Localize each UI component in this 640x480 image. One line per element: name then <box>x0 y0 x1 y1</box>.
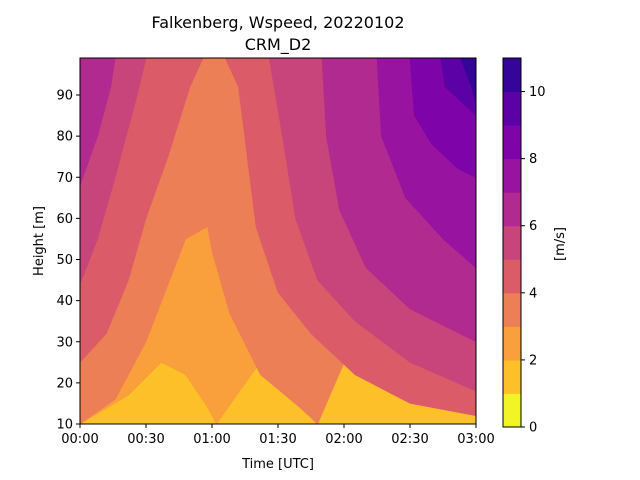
y-tick-label: 80 <box>56 130 73 145</box>
x-tick-label: 02:30 <box>391 432 428 447</box>
colorbar-segment <box>503 125 521 160</box>
x-tick-label: 00:00 <box>61 432 98 447</box>
x-tick-label: 02:00 <box>325 432 362 447</box>
x-tick-label: 01:00 <box>193 432 230 447</box>
colorbar-tick-label: 0 <box>529 421 537 436</box>
y-tick-label: 20 <box>56 376 73 391</box>
colorbar-segment <box>503 393 521 428</box>
y-tick-label: 90 <box>56 89 73 104</box>
colorbar-tick-label: 2 <box>529 353 537 368</box>
colorbar-segment <box>503 292 521 327</box>
colorbar-segment <box>503 91 521 126</box>
chart-subtitle: CRM_D2 <box>245 35 312 55</box>
colorbar-tick-label: 8 <box>529 152 537 167</box>
colorbar-segment <box>503 359 521 394</box>
chart-title: Falkenberg, Wspeed, 20220102 <box>151 13 404 32</box>
y-tick-label: 70 <box>56 171 73 186</box>
colorbar-segment <box>503 225 521 260</box>
x-tick-label: 01:30 <box>259 432 296 447</box>
contour-fields <box>79 57 477 425</box>
colorbar: 0 2 4 6 8 10 <box>502 57 546 436</box>
colorbar-segment <box>503 192 521 227</box>
colorbar-tick-label: 4 <box>529 286 537 301</box>
x-axis: 00:00 00:30 01:00 01:30 02:00 02:30 03:00 <box>61 424 495 447</box>
y-tick-label: 10 <box>56 418 73 433</box>
x-tick-label: 03:00 <box>457 432 494 447</box>
y-axis-label: Height [m] <box>32 206 47 276</box>
colorbar-frame <box>502 57 522 428</box>
y-tick-label: 40 <box>56 294 73 309</box>
y-axis: 10 20 30 40 50 60 70 80 90 <box>56 89 80 433</box>
x-axis-label: Time [UTC] <box>241 457 314 472</box>
y-tick-label: 30 <box>56 335 73 350</box>
colorbar-segment <box>503 259 521 294</box>
x-tick-label: 00:30 <box>127 432 164 447</box>
colorbar-tick-label: 6 <box>529 219 537 234</box>
y-tick-label: 50 <box>56 253 73 268</box>
y-tick-label: 60 <box>56 212 73 227</box>
colorbar-segment <box>503 158 521 193</box>
colorbar-segment <box>503 326 521 361</box>
colorbar-tick-label: 10 <box>529 85 546 100</box>
colorbar-segment <box>503 58 521 93</box>
colorbar-label: [m/s] <box>553 227 568 261</box>
plot-frame <box>79 57 477 425</box>
